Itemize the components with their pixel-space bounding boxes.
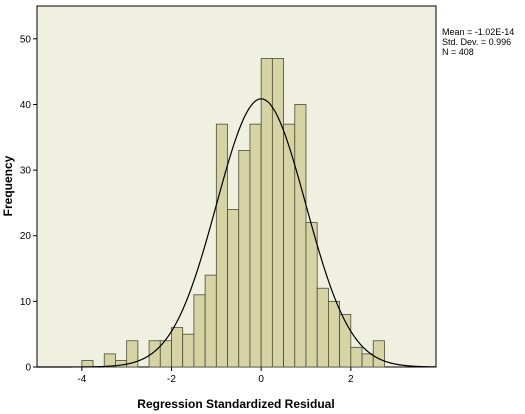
y-tick-label: 40 — [20, 100, 32, 111]
y-tick-label: 0 — [25, 363, 31, 374]
histogram-bar — [215, 123, 228, 368]
x-tick-label: 0 — [258, 374, 264, 385]
normal-curve — [37, 98, 437, 368]
histogram-bar — [182, 333, 195, 368]
histogram-bar — [249, 123, 262, 368]
statistics-box: Mean = -1.02E-14 Std. Dev. = 0.996 N = 4… — [442, 27, 514, 57]
y-tick-label: 50 — [20, 34, 32, 45]
x-tick-label: 2 — [348, 374, 354, 385]
x-axis-label: Regression Standardized Residual — [137, 397, 334, 411]
stat-std-dev: Std. Dev. = 0.996 — [442, 37, 512, 47]
stat-mean: Mean = -1.02E-14 — [442, 27, 515, 37]
y-tick-label: 20 — [20, 231, 32, 242]
y-axis: 0 10 20 30 40 50 — [20, 34, 37, 374]
stat-n: N = 408 — [442, 47, 474, 57]
x-axis: -4 -2 0 2 — [77, 367, 354, 385]
histogram-bar — [305, 222, 318, 368]
histogram-bar — [103, 353, 116, 368]
y-axis-label: Frequency — [1, 155, 15, 216]
histogram-bar — [193, 294, 206, 368]
x-tick-label: -2 — [167, 374, 176, 385]
histogram-bar — [294, 104, 307, 368]
histogram-bar — [81, 360, 94, 368]
histogram-bar — [271, 58, 284, 368]
y-tick-label: 30 — [20, 166, 32, 177]
histogram-bar — [204, 274, 217, 368]
x-tick-label: -4 — [77, 374, 86, 385]
histogram-bar — [238, 149, 251, 368]
histogram-bar — [171, 327, 184, 368]
bar-group — [81, 58, 385, 368]
histogram-bar — [328, 300, 341, 368]
histogram-bar — [126, 340, 139, 368]
histogram-bar — [316, 287, 329, 368]
histogram-bar — [339, 314, 352, 368]
histogram-bar — [361, 353, 374, 368]
histogram-bar — [227, 209, 240, 368]
histogram-bar — [372, 340, 385, 368]
histogram-bar — [350, 346, 363, 368]
y-tick-label: 10 — [20, 297, 32, 308]
